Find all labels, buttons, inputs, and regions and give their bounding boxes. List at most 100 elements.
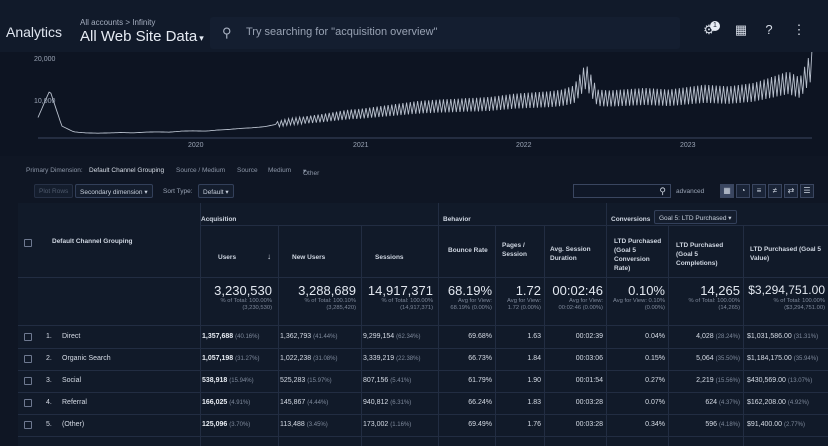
- completions-pct: (15.56%): [715, 378, 740, 384]
- users-pct: (3.70%): [229, 422, 251, 428]
- pages-session-cell: 1.63: [527, 333, 541, 340]
- new-users-cell: 525,283 (15.97%): [280, 377, 332, 384]
- secondary-dimension-label: Secondary dimension: [80, 189, 143, 196]
- dimension-medium[interactable]: Medium: [268, 167, 292, 174]
- search-icon[interactable]: ⚲: [659, 186, 666, 196]
- sessions-series-line: [37, 49, 813, 134]
- pages-session-cell: 1.84: [527, 355, 541, 362]
- dimension-source[interactable]: Source: [237, 167, 258, 174]
- col-pages-session[interactable]: Pages / Session: [502, 242, 527, 258]
- sessions-value: 807,156: [363, 377, 389, 384]
- new-users-value: 525,283: [280, 377, 306, 384]
- pie-chart-icon[interactable]: ◔: [736, 184, 750, 198]
- help-icon[interactable]: ?: [765, 22, 773, 37]
- col-avg-session-duration[interactable]: Avg. Session Duration: [550, 246, 591, 262]
- conversion-rate-cell: 0.34%: [645, 421, 665, 428]
- more-vert-icon[interactable]: ⋮: [792, 22, 806, 37]
- performance-icon[interactable]: ≡: [752, 184, 766, 198]
- total-completions: 14,265: [700, 283, 740, 298]
- dimension-default-channel-grouping[interactable]: Default Channel Grouping: [89, 167, 165, 174]
- col-goal5-conversion-rate[interactable]: LTD Purchased (Goal 5 Conversion Rate): [614, 238, 662, 272]
- avg-duration-cell: 00:03:28: [575, 421, 603, 428]
- new-users-pct: (4.44%): [307, 400, 329, 406]
- col-sessions[interactable]: Sessions: [375, 254, 404, 261]
- goal-select-dropdown[interactable]: Goal 5: LTD Purchased ▾: [654, 210, 737, 224]
- channel-link[interactable]: (Other): [62, 421, 85, 428]
- dimension-header[interactable]: Default Channel Grouping: [52, 238, 133, 245]
- row-checkbox[interactable]: [24, 333, 32, 341]
- col-new-users[interactable]: New Users: [292, 254, 326, 261]
- row-rank: 2.: [46, 355, 52, 362]
- table-search-input[interactable]: ⚲: [573, 184, 671, 198]
- value-cell: $91,400.00 (2.77%): [747, 421, 828, 428]
- completions-value: 624: [705, 399, 718, 406]
- data-table-icon[interactable]: ▦: [720, 184, 734, 198]
- total-pages-session-sub: Avg for View: 1.72 (0.00%): [507, 298, 541, 311]
- row-checkbox[interactable]: [24, 421, 32, 429]
- completions-value: 5,064: [696, 355, 714, 362]
- total-users: 3,230,530: [214, 283, 272, 298]
- new-users-value: 113,488: [280, 421, 305, 428]
- sessions-pct: (6.31%): [390, 400, 412, 406]
- sort-type-dropdown[interactable]: Default ▾: [198, 184, 234, 198]
- avg-duration-cell: 00:02:39: [575, 333, 603, 340]
- users-cell: 125,096 (3.70%): [202, 421, 276, 428]
- pivot-icon[interactable]: ⇄: [784, 184, 798, 198]
- sessions-pct: (1.16%): [390, 422, 412, 428]
- value-cell: $1,184,175.00 (35.94%): [747, 355, 828, 362]
- plot-rows-button[interactable]: Plot Rows: [34, 184, 74, 198]
- row-checkbox[interactable]: [24, 377, 32, 385]
- y-tick-label: 20,000: [34, 56, 56, 63]
- sessions-cell: 940,812 (6.31%): [363, 399, 411, 406]
- value-amount: $91,400.00: [747, 421, 783, 428]
- new-users-pct: (3.45%): [306, 422, 328, 428]
- x-tick-label: 2022: [516, 142, 532, 149]
- sessions-pct: (22.38%): [396, 356, 421, 362]
- row-rank: 1.: [46, 333, 52, 340]
- row-checkbox[interactable]: [24, 355, 32, 363]
- dimension-other[interactable]: Other ▾: [303, 168, 320, 177]
- conversion-rate-cell: 0.27%: [645, 377, 665, 384]
- advanced-link[interactable]: advanced: [676, 188, 705, 195]
- term-cloud-icon[interactable]: ☰: [800, 184, 814, 198]
- primary-dimension-bar: Primary Dimension: Default Channel Group…: [0, 164, 828, 178]
- account-breadcrumb[interactable]: All accounts > Infinity: [80, 18, 156, 27]
- new-users-pct: (15.97%): [307, 378, 332, 384]
- apps-grid-icon[interactable]: ▦: [734, 22, 748, 37]
- col-users[interactable]: Users: [218, 254, 237, 261]
- value-cell: $1,031,586.00 (31.31%): [747, 333, 828, 340]
- total-new-users: 3,288,689: [298, 283, 356, 298]
- row-rank: 4.: [46, 399, 52, 406]
- channel-link[interactable]: Direct: [62, 333, 81, 340]
- channel-link[interactable]: Referral: [62, 399, 87, 406]
- secondary-dimension-dropdown[interactable]: Secondary dimension ▾: [75, 184, 153, 198]
- value-pct: (13.07%): [787, 378, 813, 384]
- completions-value: 2,219: [696, 377, 714, 384]
- dimension-source-medium[interactable]: Source / Medium: [176, 167, 226, 174]
- row-checkbox[interactable]: [24, 399, 32, 407]
- view-selector[interactable]: All Web Site Data ▾: [80, 28, 204, 45]
- report-table: Default Channel Grouping Acquisition Beh…: [18, 203, 828, 446]
- completions-cell: 2,219 (15.56%): [670, 377, 740, 384]
- channel-link[interactable]: Organic Search: [62, 355, 111, 362]
- search-bar[interactable]: ⚲ Try searching for "acquisition overvie…: [210, 17, 680, 49]
- users-cell: 1,357,688 (40.16%): [202, 333, 276, 340]
- sort-type-label: Sort Type:: [163, 188, 193, 195]
- comparison-icon[interactable]: ≠: [768, 184, 782, 198]
- value-cell: $162,208.00 (4.92%): [747, 399, 828, 406]
- users-pct: (15.94%): [229, 378, 254, 384]
- channel-link[interactable]: Social: [62, 377, 82, 384]
- col-goal5-completions[interactable]: LTD Purchased (Goal 5 Completions): [676, 242, 724, 267]
- completions-cell: 4,028 (28.24%): [670, 333, 740, 340]
- select-all-checkbox[interactable]: [24, 239, 32, 247]
- new-users-pct: (31.08%): [313, 356, 338, 362]
- conversion-rate-cell: 0.04%: [645, 333, 665, 340]
- sort-desc-icon[interactable]: ↓: [267, 252, 271, 261]
- notifications-icon[interactable]: ⚙: [703, 22, 715, 37]
- new-users-cell: 1,022,238 (31.08%): [280, 355, 337, 362]
- col-goal5-value[interactable]: LTD Purchased (Goal 5 Value): [750, 246, 822, 262]
- search-icon: ⚲: [222, 25, 232, 40]
- completions-cell: 624 (4.37%): [670, 399, 740, 406]
- users-cell: 1,057,198 (31.27%): [202, 355, 276, 362]
- col-bounce-rate[interactable]: Bounce Rate: [448, 247, 488, 254]
